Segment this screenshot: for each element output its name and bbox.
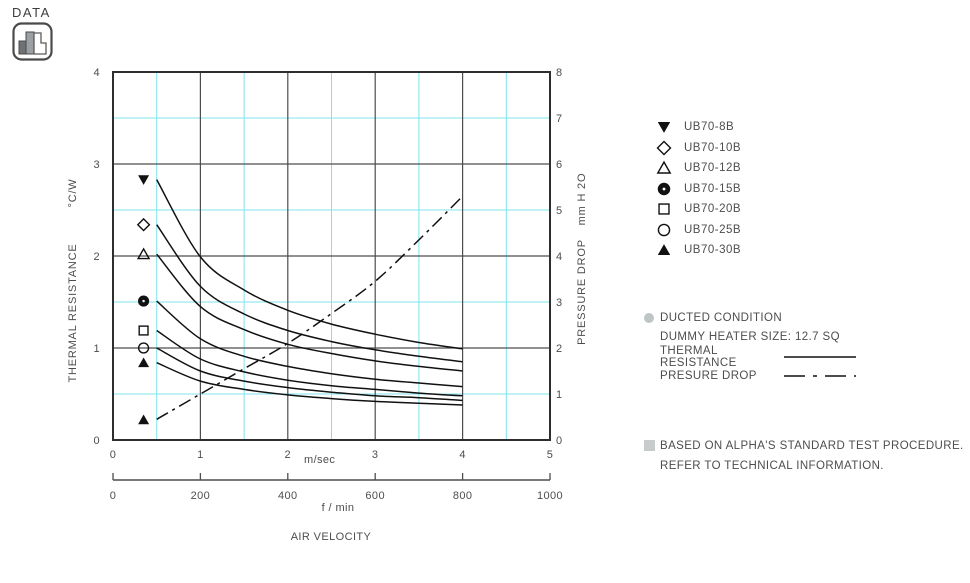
svg-text:1: 1 [556, 389, 563, 401]
svg-text:2: 2 [93, 251, 100, 263]
curve-UB70-8B [156, 179, 463, 350]
condition-pressure-key: PRESURE DROP [644, 367, 944, 387]
curve-UB70-30B [156, 362, 463, 406]
legend-label: UB70-8B [684, 121, 735, 134]
footnote: BASED ON ALPHA'S STANDARD TEST PROCEDURE… [644, 437, 964, 476]
condition-heater-text: DUMMY HEATER SIZE: 12.7 SQ [660, 331, 840, 344]
svg-text:5: 5 [556, 205, 563, 217]
svg-text:3: 3 [93, 159, 100, 171]
svg-text:8: 8 [556, 67, 563, 79]
circle-donut-icon [657, 182, 671, 196]
legend-item-UB70-8B: UB70-8B [655, 117, 741, 138]
svg-text:3: 3 [372, 449, 379, 461]
svg-text:400: 400 [278, 490, 298, 502]
svg-text:200: 200 [191, 490, 211, 502]
svg-text:600: 600 [365, 490, 385, 502]
curve-UB70-10B [156, 224, 463, 363]
curve-UB70-12B [156, 253, 463, 372]
svg-text:mm H 2O: mm H 2O [576, 173, 588, 226]
svg-text:°C/W: °C/W [67, 179, 79, 208]
svg-text:m/sec: m/sec [304, 454, 335, 466]
thermal-resistance-curves [156, 179, 463, 406]
thermal-resistance-key-label: THERMAL RESISTANCE [660, 344, 737, 369]
svg-text:f / min: f / min [322, 502, 355, 514]
svg-text:3: 3 [556, 297, 563, 309]
performance-chart: 0 1 2 3 4 °C/W THERMAL RESISTANCE 0 1 2 3 4 5 6 7 8 mm H… [67, 67, 588, 543]
legend-item-UB70-10B: UB70-10B [655, 138, 741, 159]
square-open-icon [658, 203, 670, 215]
condition-heater: DUMMY HEATER SIZE: 12.7 SQ [644, 328, 944, 348]
curve-UB70-25B [156, 347, 463, 402]
curve-UB70-20B [156, 329, 463, 397]
legend-label: UB70-12B [684, 162, 742, 175]
pressure-drop-key-label: PRESURE DROP [660, 370, 757, 383]
svg-text:5: 5 [547, 449, 554, 461]
legend-label: UB70-25B [684, 223, 742, 236]
svg-text:4: 4 [459, 449, 466, 461]
legend-item-UB70-20B: UB70-20B [655, 199, 741, 220]
svg-text:1: 1 [197, 449, 204, 461]
svg-text:4: 4 [93, 67, 100, 79]
circle-open-icon [657, 223, 671, 237]
legend-item-UB70-15B: UB70-15B [655, 179, 741, 200]
condition-thermal-key: THERMAL RESISTANCE [644, 344, 944, 369]
svg-text:1: 1 [93, 343, 100, 355]
legend-item-UB70-12B: UB70-12B [655, 158, 741, 179]
svg-text:0: 0 [110, 490, 117, 502]
data-badge: DATA [12, 5, 72, 67]
svg-text:0: 0 [110, 449, 117, 461]
chart-grid [112, 71, 551, 441]
test-conditions: DUCTED CONDITION DUMMY HEATER SIZE: 12.7… [644, 308, 944, 386]
data-badge-label: DATA [12, 5, 51, 20]
svg-text:2: 2 [556, 343, 563, 355]
svg-text:0: 0 [556, 435, 563, 447]
curve-UB70-15B [156, 300, 463, 388]
svg-text:1000: 1000 [537, 490, 563, 502]
legend-label: UB70-15B [684, 182, 742, 195]
condition-ducted: DUCTED CONDITION [644, 308, 944, 328]
triangle-up-filled-icon [657, 244, 671, 256]
gray-circle-bullet-icon [644, 312, 654, 323]
svg-text:7: 7 [556, 113, 563, 125]
bar-chart-icon [12, 22, 53, 61]
svg-text:800: 800 [453, 490, 473, 502]
svg-text:6: 6 [556, 159, 563, 171]
gray-square-bullet-icon [644, 440, 655, 451]
svg-text:4: 4 [556, 251, 563, 263]
condition-ducted-text: DUCTED CONDITION [660, 311, 783, 324]
x-primary-axis: 0 1 2 3 4 5 m/sec [110, 449, 554, 466]
x-axis-title: AIR VELOCITY [291, 531, 372, 543]
footnote-line1: BASED ON ALPHA'S STANDARD TEST PROCEDURE… [660, 440, 964, 452]
svg-text:PRESSURE DROP: PRESSURE DROP [576, 239, 588, 345]
series-legend: UB70-8B UB70-10B UB70-12B UB70-15B UB70-20B U… [655, 117, 741, 261]
svg-text:0: 0 [93, 435, 100, 447]
solid-line-sample-icon [784, 356, 856, 358]
device-markers [136, 175, 151, 425]
legend-item-UB70-30B: UB70-30B [655, 240, 741, 261]
y-right-axis: 0 1 2 3 4 5 6 7 8 mm H 2O PRESSURE DROP [556, 67, 588, 447]
triangle-down-filled-icon [657, 122, 671, 134]
legend-label: UB70-20B [684, 203, 742, 216]
dash-dot-line-sample-icon [784, 375, 856, 377]
diamond-open-icon [656, 140, 672, 156]
svg-text:2: 2 [285, 449, 292, 461]
legend-label: UB70-10B [684, 141, 742, 154]
triangle-up-open-icon [656, 160, 672, 174]
y-left-axis: 0 1 2 3 4 °C/W THERMAL RESISTANCE [67, 67, 100, 447]
legend-label: UB70-30B [684, 244, 742, 257]
svg-text:THERMAL RESISTANCE: THERMAL RESISTANCE [67, 243, 79, 382]
x-secondary-axis: 0 200 400 600 800 1000 f / min [110, 473, 563, 514]
legend-item-UB70-25B: UB70-25B [655, 220, 741, 241]
footnote-line2: REFER TO TECHNICAL INFORMATION. [660, 459, 884, 472]
pressure-drop-curve [156, 195, 464, 420]
